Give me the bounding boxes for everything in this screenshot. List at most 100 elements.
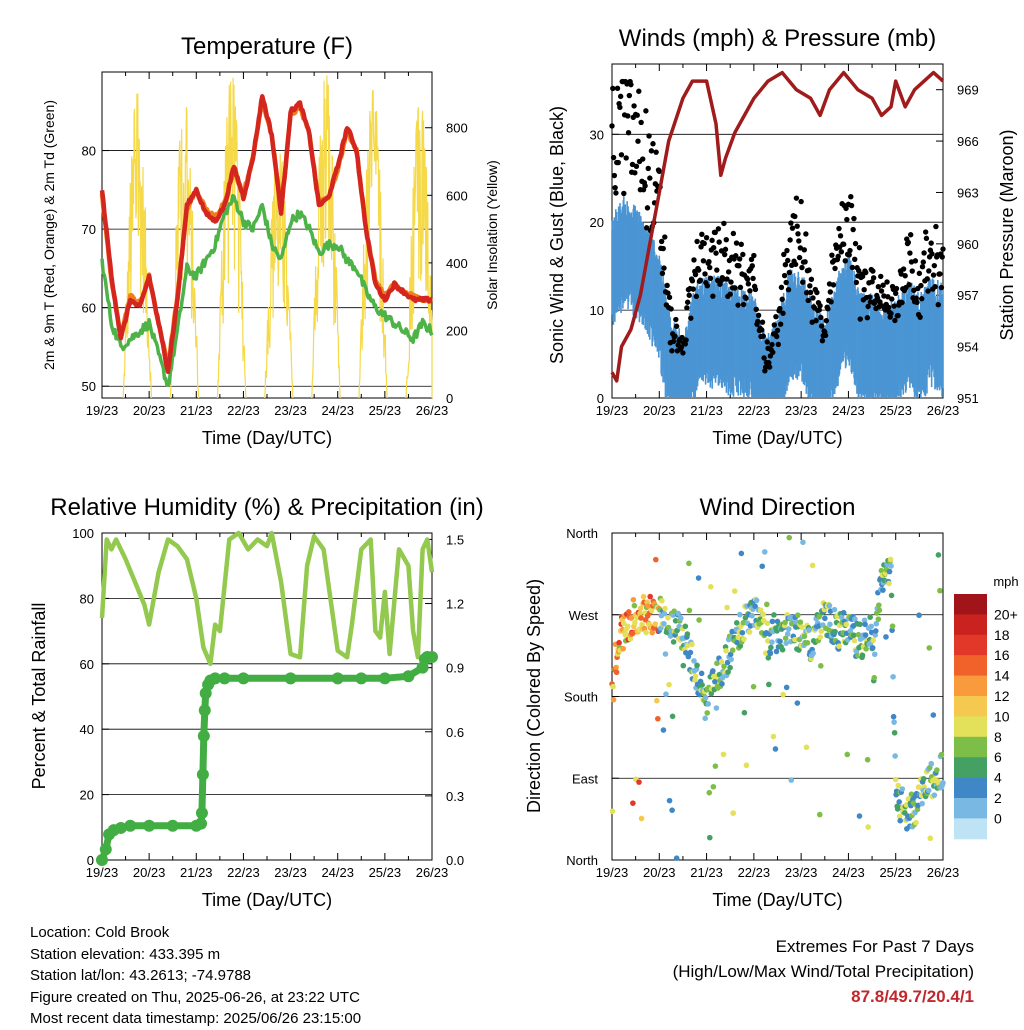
legend-label: 4: [994, 770, 1002, 786]
direction-point: [784, 631, 791, 637]
legend-swatch: [954, 594, 987, 615]
direction-point: [855, 631, 862, 638]
gust-point: [759, 327, 765, 333]
precip-point: [426, 650, 438, 663]
extremes-subheading: (High/Low/Max Wind/Total Precipitation): [672, 962, 974, 981]
gust-point: [931, 262, 938, 269]
x-tick-label: 22/23: [738, 865, 771, 880]
gust-point: [744, 276, 751, 282]
direction-point: [878, 567, 885, 574]
gust-point: [644, 205, 651, 211]
precip-point: [209, 672, 222, 685]
gust-point: [695, 267, 702, 273]
legend-swatch: [954, 736, 987, 758]
gust-point: [643, 225, 650, 231]
gust-point: [610, 154, 617, 161]
direction-point: [729, 647, 736, 654]
direction-point: [738, 550, 745, 557]
gust-point: [921, 250, 927, 256]
gust-point: [761, 355, 767, 361]
direction-point: [913, 819, 919, 826]
direction-point: [785, 626, 792, 632]
gust-point: [795, 231, 801, 237]
gust-point: [643, 108, 649, 114]
gust-point: [753, 306, 759, 313]
gust-point: [766, 360, 772, 366]
gust-point: [646, 133, 652, 139]
precip-point: [218, 672, 231, 685]
direction-point: [861, 617, 868, 624]
y2-tick-label: 969: [957, 83, 979, 98]
direction-point: [698, 670, 705, 677]
direction-point: [794, 700, 801, 706]
gust-point: [778, 284, 785, 291]
humidity-series: [99, 530, 435, 667]
precip-point: [99, 843, 112, 856]
direction-point: [662, 605, 668, 612]
x-tick-label: 23/23: [785, 403, 818, 418]
y-tick-label: South: [564, 690, 598, 705]
direction-point: [782, 619, 788, 626]
gust-point: [634, 112, 640, 118]
station-location: Location: Cold Brook: [30, 924, 170, 941]
direction-point: [649, 629, 656, 636]
direction-point: [786, 534, 793, 541]
x-tick-label: 20/23: [133, 865, 166, 880]
direction-point: [705, 701, 712, 707]
direction-point: [890, 673, 896, 680]
direction-point: [766, 681, 772, 688]
x-tick-label: 19/23: [596, 865, 629, 880]
precip-point: [237, 672, 250, 685]
x-tick-label: 25/23: [879, 403, 912, 418]
gust-point: [691, 257, 697, 263]
x-tick-label: 20/23: [643, 403, 676, 418]
y-tick-label: 100: [72, 526, 94, 541]
legend-swatch: [954, 818, 987, 840]
gust-point: [780, 310, 786, 316]
direction-point: [704, 710, 711, 716]
gust-point: [673, 316, 679, 323]
gust-point: [743, 295, 749, 301]
gust-point: [700, 258, 707, 264]
y-tick-label: 0: [87, 853, 94, 868]
gust-point: [740, 251, 746, 258]
gust-point: [870, 268, 876, 274]
direction-point: [872, 632, 879, 638]
direction-point: [870, 637, 877, 644]
gust-point: [907, 232, 914, 238]
direction-point: [796, 647, 802, 653]
precip-point: [143, 819, 156, 832]
direction-point: [632, 619, 638, 626]
direction-point: [675, 610, 681, 617]
gust-point: [827, 289, 834, 295]
gust-point: [891, 303, 897, 309]
gust-point: [838, 249, 845, 255]
gust-point: [647, 175, 653, 181]
x-axis-label: Time (Day/UTC): [202, 890, 332, 910]
direction-point: [891, 719, 897, 725]
direction-point: [769, 639, 775, 645]
gust-point: [617, 93, 624, 100]
gust-point: [835, 253, 841, 260]
direction-point: [770, 733, 777, 740]
direction-point: [827, 621, 833, 628]
recent-timestamp: Most recent data timestamp: 2025/06/26 2…: [30, 1010, 362, 1027]
gust-point: [728, 279, 734, 285]
y2-tick-label: 400: [446, 256, 468, 271]
gust-point: [699, 231, 705, 238]
direction-point: [915, 784, 922, 790]
direction-point: [868, 623, 874, 630]
gust-point: [781, 251, 787, 258]
y-tick-label: 80: [82, 144, 96, 159]
legend-swatch: [954, 798, 987, 819]
direction-point: [777, 638, 783, 645]
x-tick-label: 21/23: [690, 403, 723, 418]
legend-label: 0: [994, 810, 1002, 826]
gust-point: [861, 287, 867, 293]
direction-point: [718, 658, 725, 665]
gust-point: [777, 305, 783, 312]
gust-point: [648, 148, 655, 154]
gust-point: [771, 322, 778, 328]
gust-point: [609, 123, 615, 129]
direction-point: [691, 658, 697, 664]
